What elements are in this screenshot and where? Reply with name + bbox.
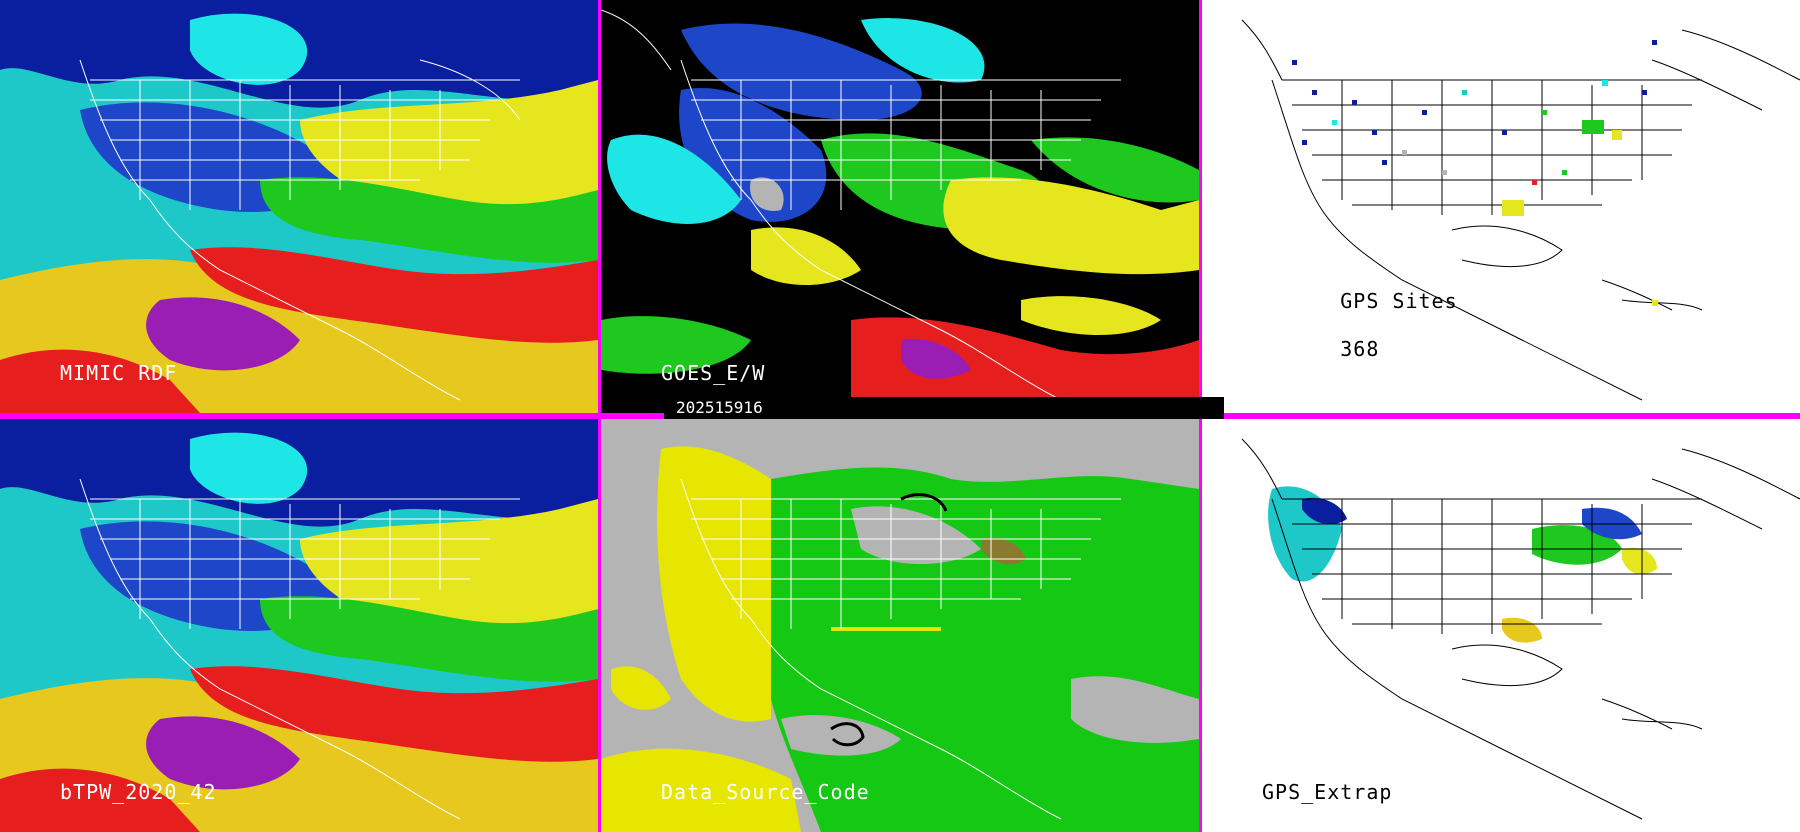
gps-extrap-label: GPS_Extrap [1262,780,1393,804]
btpw-map [0,419,598,832]
data-source-label: Data_Source_Code [661,780,870,804]
mimic-rdf-map [0,0,598,413]
data-source-panel: Data_Source_Code [601,419,1199,832]
data-source-map [601,419,1199,832]
gps-sites-count: 368 [1340,337,1380,361]
gps-extrap-panel: GPS_Extrap [1202,419,1800,832]
gps-sites-panel: GPS Sites 368 [1202,0,1800,413]
gps-extrap-map [1202,419,1800,832]
btpw-label: bTPW_2020_42 [60,780,217,804]
gps-sites-map [1202,0,1800,413]
goes-panel: GOES_E/W [601,0,1199,413]
gps-sites-label-text: GPS Sites [1340,289,1458,313]
gps-sites-label: GPS Sites 368 [1262,265,1458,385]
btpw-panel: bTPW_2020_42 [0,419,598,832]
gps-site-markers [1292,40,1658,306]
goes-map [601,0,1199,413]
mimic-rdf-panel: MIMIC RDF [0,0,598,413]
mimic-rdf-label: MIMIC RDF [60,361,178,385]
goes-label: GOES_E/W [661,361,766,385]
timestamp-bar: 202515916 [664,397,1224,419]
